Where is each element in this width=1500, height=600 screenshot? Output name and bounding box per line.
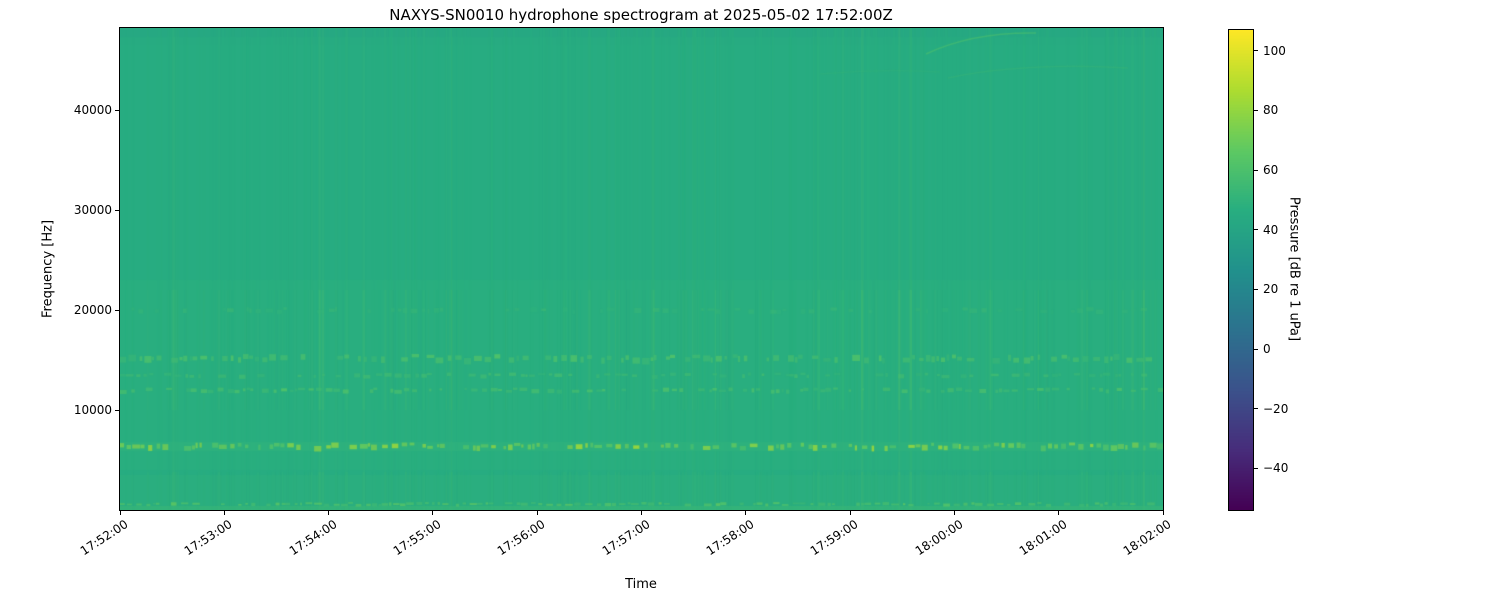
x-tick-label: 17:52:00	[77, 517, 131, 559]
x-tick-mark	[432, 511, 434, 515]
y-tick-label: 40000	[73, 103, 112, 117]
x-tick-mark	[119, 511, 121, 515]
x-tick-mark	[849, 511, 851, 515]
y-tick-mark	[115, 309, 119, 311]
y-tick-label: 20000	[73, 303, 112, 317]
colorbar-tick-mark	[1254, 229, 1258, 231]
x-tick-mark	[223, 511, 225, 515]
colorbar-gradient	[1228, 29, 1254, 511]
colorbar-tick-mark	[1254, 288, 1258, 290]
x-tick-mark	[641, 511, 642, 515]
colorbar-label: Pressure [dB re 1 uPa]	[1286, 196, 1302, 342]
spectrogram-heatmap	[119, 27, 1164, 511]
colorbar-tick-label: 0	[1263, 342, 1271, 356]
x-tick-label: 17:53:00	[182, 517, 235, 559]
y-tick-label: 30000	[73, 203, 112, 217]
y-tick-mark	[115, 409, 119, 411]
colorbar-tick-mark	[1254, 408, 1258, 410]
colorbar-tick-label: −20	[1263, 401, 1289, 416]
y-tick-mark	[115, 209, 119, 211]
colorbar-tick-label: 100	[1263, 43, 1286, 58]
x-tick-label: 17:54:00	[286, 517, 340, 559]
x-tick-mark	[1162, 511, 1164, 515]
x-tick-label: 17:58:00	[703, 517, 757, 559]
x-tick-mark	[536, 511, 538, 515]
colorbar-tick-label: 40	[1263, 222, 1279, 237]
colorbar-tick-label: 80	[1263, 103, 1279, 118]
colorbar-tick-mark	[1254, 109, 1258, 111]
x-tick-label: 18:01:00	[1016, 517, 1070, 559]
x-tick-label: 17:57:00	[599, 517, 653, 559]
x-tick-mark	[745, 511, 747, 515]
x-tick-label: 18:00:00	[912, 517, 966, 559]
colorbar-tick-label: 60	[1263, 163, 1279, 178]
y-tick-mark	[115, 109, 119, 111]
x-tick-label: 17:59:00	[807, 517, 861, 559]
x-tick-label: 17:56:00	[494, 517, 548, 559]
colorbar-tick-label: 20	[1263, 282, 1279, 297]
x-tick-label: 17:55:00	[390, 517, 444, 559]
colorbar-tick-mark	[1254, 467, 1258, 469]
x-tick-label: 18:02:00	[1120, 517, 1174, 559]
x-tick-mark	[328, 511, 330, 515]
y-tick-label: 10000	[73, 403, 112, 417]
x-axis-label: Time	[625, 577, 657, 592]
colorbar-tick-mark	[1254, 169, 1258, 171]
x-tick-mark	[1058, 511, 1060, 515]
colorbar-tick-mark	[1254, 348, 1258, 350]
colorbar-tick-mark	[1254, 50, 1258, 52]
x-tick-mark	[953, 511, 955, 515]
colorbar-tick-label: −40	[1263, 461, 1289, 476]
chart-title: NAXYS-SN0010 hydrophone spectrogram at 2…	[389, 6, 893, 24]
